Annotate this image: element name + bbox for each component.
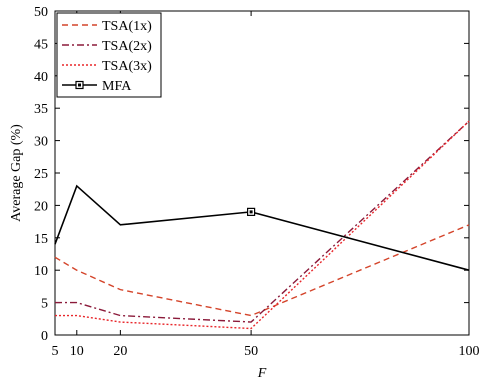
x-tick-label: 20 — [113, 344, 127, 359]
series-layer — [54, 120, 470, 330]
y-tick-label: 0 — [41, 329, 48, 344]
x-tick-label: 100 — [459, 344, 480, 359]
series-line-tsa-2x — [55, 120, 470, 323]
y-tick-label: 25 — [34, 167, 48, 182]
x-axis: 5 10 20 50 100 — [52, 11, 480, 359]
y-axis-label: Average Gap (%) — [9, 124, 24, 222]
legend-label: TSA(3x) — [102, 59, 152, 74]
x-axis-label: F — [257, 366, 267, 381]
x-tick-label: 50 — [244, 344, 258, 359]
y-tick-label: 5 — [41, 297, 48, 312]
x-tick-label: 5 — [52, 344, 59, 359]
legend-box — [56, 12, 162, 98]
data-point-core — [249, 210, 253, 214]
y-tick-label: 10 — [34, 264, 48, 279]
y-tick-label: 35 — [34, 102, 48, 117]
y-tick-label: 15 — [34, 232, 48, 247]
series-line-tsa-3x — [55, 120, 470, 330]
series-line-mfa — [54, 184, 470, 271]
x-tick-label: 10 — [70, 344, 84, 359]
y-tick-label: 30 — [34, 135, 48, 150]
y-tick-label: 20 — [34, 199, 48, 214]
legend-marker-core — [78, 83, 81, 87]
y-tick-label: 45 — [34, 37, 48, 52]
y-tick-label: 50 — [34, 5, 48, 20]
legend-label: MFA — [102, 79, 132, 94]
legend-label: TSA(2x) — [102, 39, 152, 54]
legend: TSA(1x) TSA(2x) TSA(3x) MFA — [56, 12, 162, 98]
series-line-tsa-1x — [54, 224, 470, 317]
legend-label: TSA(1x) — [102, 19, 152, 34]
y-tick-label: 40 — [34, 70, 48, 85]
y-axis: 0 5 10 15 20 25 30 35 40 45 50 — [34, 5, 469, 344]
